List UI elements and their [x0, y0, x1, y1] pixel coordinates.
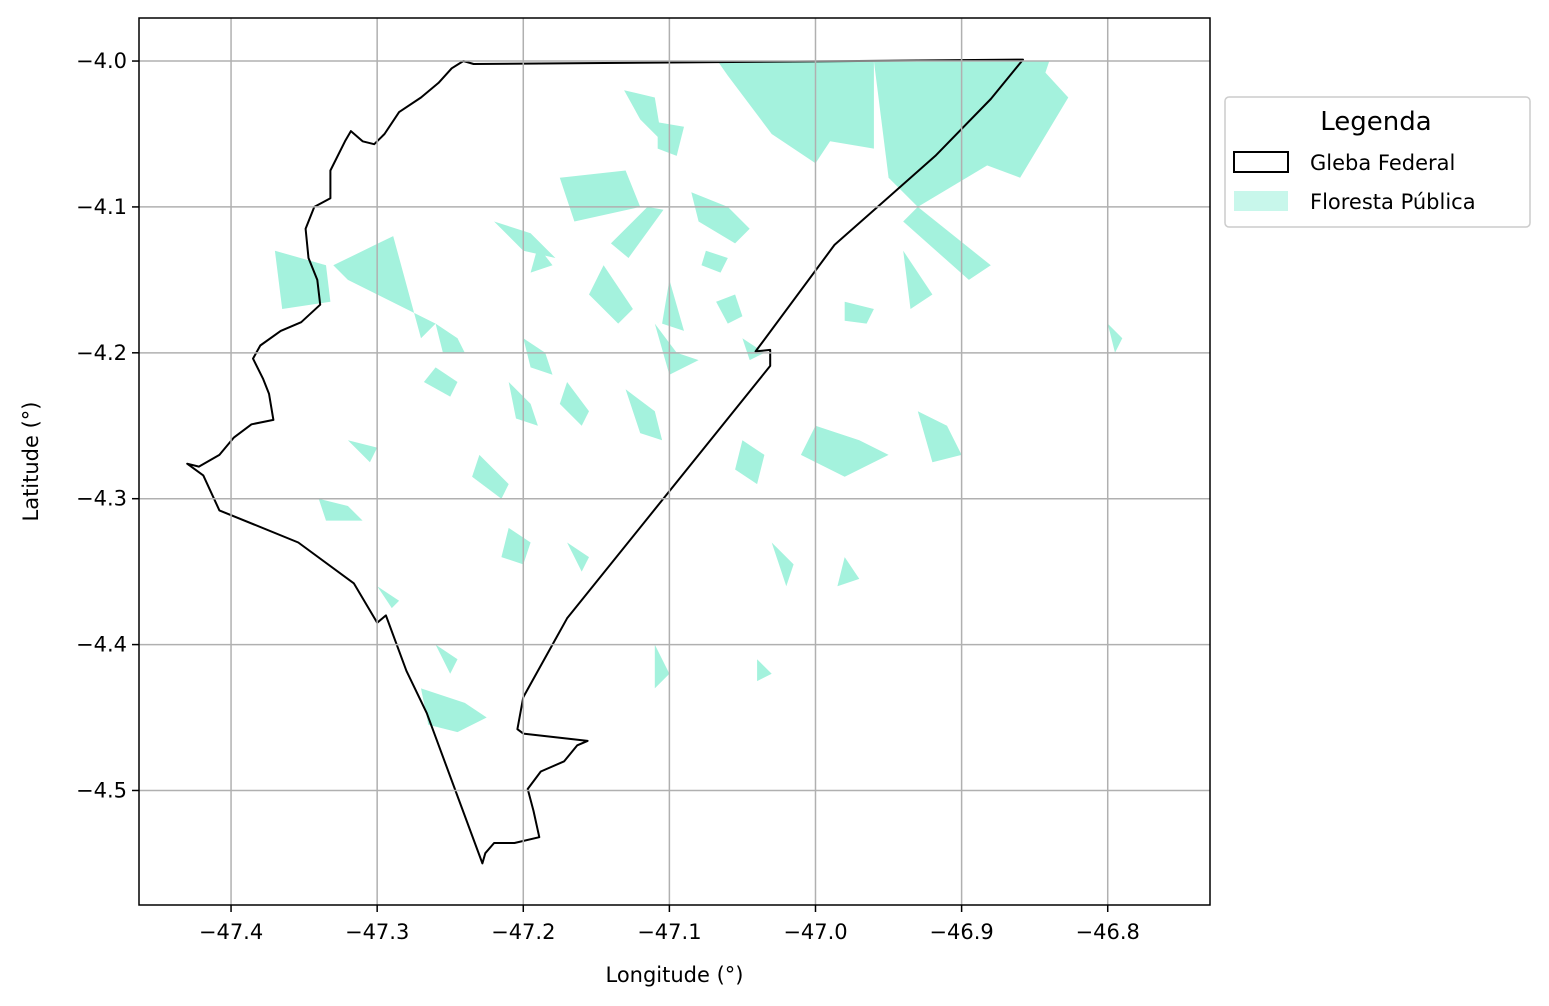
- forest-patch-37: [837, 557, 860, 587]
- y-tick-label: −4.0: [76, 49, 127, 73]
- forest-patch-19: [844, 301, 874, 324]
- legend-label-floresta-publica: Floresta Pública: [1310, 190, 1476, 214]
- x-tick-label: −46.8: [1076, 920, 1140, 944]
- forest-patch-39: [421, 688, 487, 733]
- forest-patch-4: [624, 90, 663, 142]
- y-tick-label: −4.4: [76, 633, 127, 657]
- legend: Legenda Gleba Federal Floresta Pública: [1224, 96, 1531, 228]
- y-axis-label: Latitude (°): [19, 402, 43, 522]
- x-tick-label: −47.4: [199, 920, 263, 944]
- plot-frame: [138, 17, 1211, 906]
- forest-patch-28: [800, 425, 889, 477]
- forest-patch-27: [625, 389, 663, 441]
- x-axis-label: Longitude (°): [605, 963, 743, 987]
- forest-patch-32: [472, 454, 509, 499]
- forest-patch-40: [435, 644, 458, 674]
- y-tick-label: −4.3: [76, 487, 127, 511]
- forest-patch-38: [377, 586, 400, 609]
- x-tick-label: −46.9: [929, 920, 993, 944]
- forest-patch-41: [654, 644, 670, 689]
- forest-patch-43: [1107, 323, 1123, 353]
- forest-patch-16: [716, 294, 743, 324]
- x-tick-label: −47.0: [783, 920, 847, 944]
- forest-patch-22: [654, 323, 699, 375]
- forest-patch-14: [589, 265, 633, 324]
- forest-patch-12: [274, 250, 331, 309]
- forest-patch-26: [559, 382, 589, 426]
- forest-patch-3: [961, 61, 1069, 178]
- forest-patch-35: [567, 542, 589, 572]
- forest-patch-1: [717, 61, 874, 164]
- forest-patch-20: [435, 323, 465, 353]
- x-tick-label: −47.1: [637, 920, 701, 944]
- x-tick-label: −47.2: [491, 920, 555, 944]
- y-tick-label: −4.5: [76, 778, 127, 802]
- gleba-federal-layer: [186, 58, 1024, 865]
- forest-patch-29: [917, 411, 962, 463]
- forest-patch-23: [742, 338, 765, 361]
- legend-label-gleba-federal: Gleba Federal: [1310, 151, 1455, 175]
- x-tick-label: −47.3: [345, 920, 409, 944]
- forest-patch-5: [657, 122, 684, 156]
- forest-patch-24: [423, 367, 458, 397]
- forest-patch-18: [903, 250, 933, 309]
- forest-patch-13: [530, 246, 553, 273]
- forest-patch-11: [333, 236, 436, 339]
- x-axis: −47.4 −47.3 −47.2 −47.1 −47.0 −46.9 −46.8: [199, 905, 1140, 944]
- forest-patch-7: [691, 192, 750, 244]
- forest-patch-36: [771, 542, 794, 587]
- forest-patch-15: [662, 279, 684, 331]
- forest-patch-17: [903, 206, 991, 280]
- forest-patch-31: [347, 440, 378, 463]
- forest-patch-9: [610, 206, 664, 258]
- plot-background: [139, 18, 1210, 905]
- y-tick-label: −4.1: [76, 195, 127, 219]
- gleba-federal-boundary: [186, 58, 1024, 865]
- forest-patch-30: [735, 440, 765, 485]
- forest-patch-42: [757, 659, 772, 682]
- legend-swatch-gleba-federal: [1233, 151, 1289, 173]
- y-axis: −4.0 −4.1 −4.2 −4.3 −4.4 −4.5: [76, 49, 139, 802]
- forest-patch-33: [318, 498, 363, 521]
- forest-patch-6: [559, 170, 641, 222]
- forest-patch-8: [494, 221, 556, 258]
- y-tick-label: −4.2: [76, 341, 127, 365]
- grid: [139, 18, 1210, 905]
- legend-swatch-floresta-publica: [1234, 191, 1288, 211]
- forest-patch-10: [701, 250, 728, 273]
- forest-patch-21: [523, 338, 553, 375]
- legend-title: Legenda: [1320, 107, 1431, 137]
- legend-box: [1224, 96, 1531, 228]
